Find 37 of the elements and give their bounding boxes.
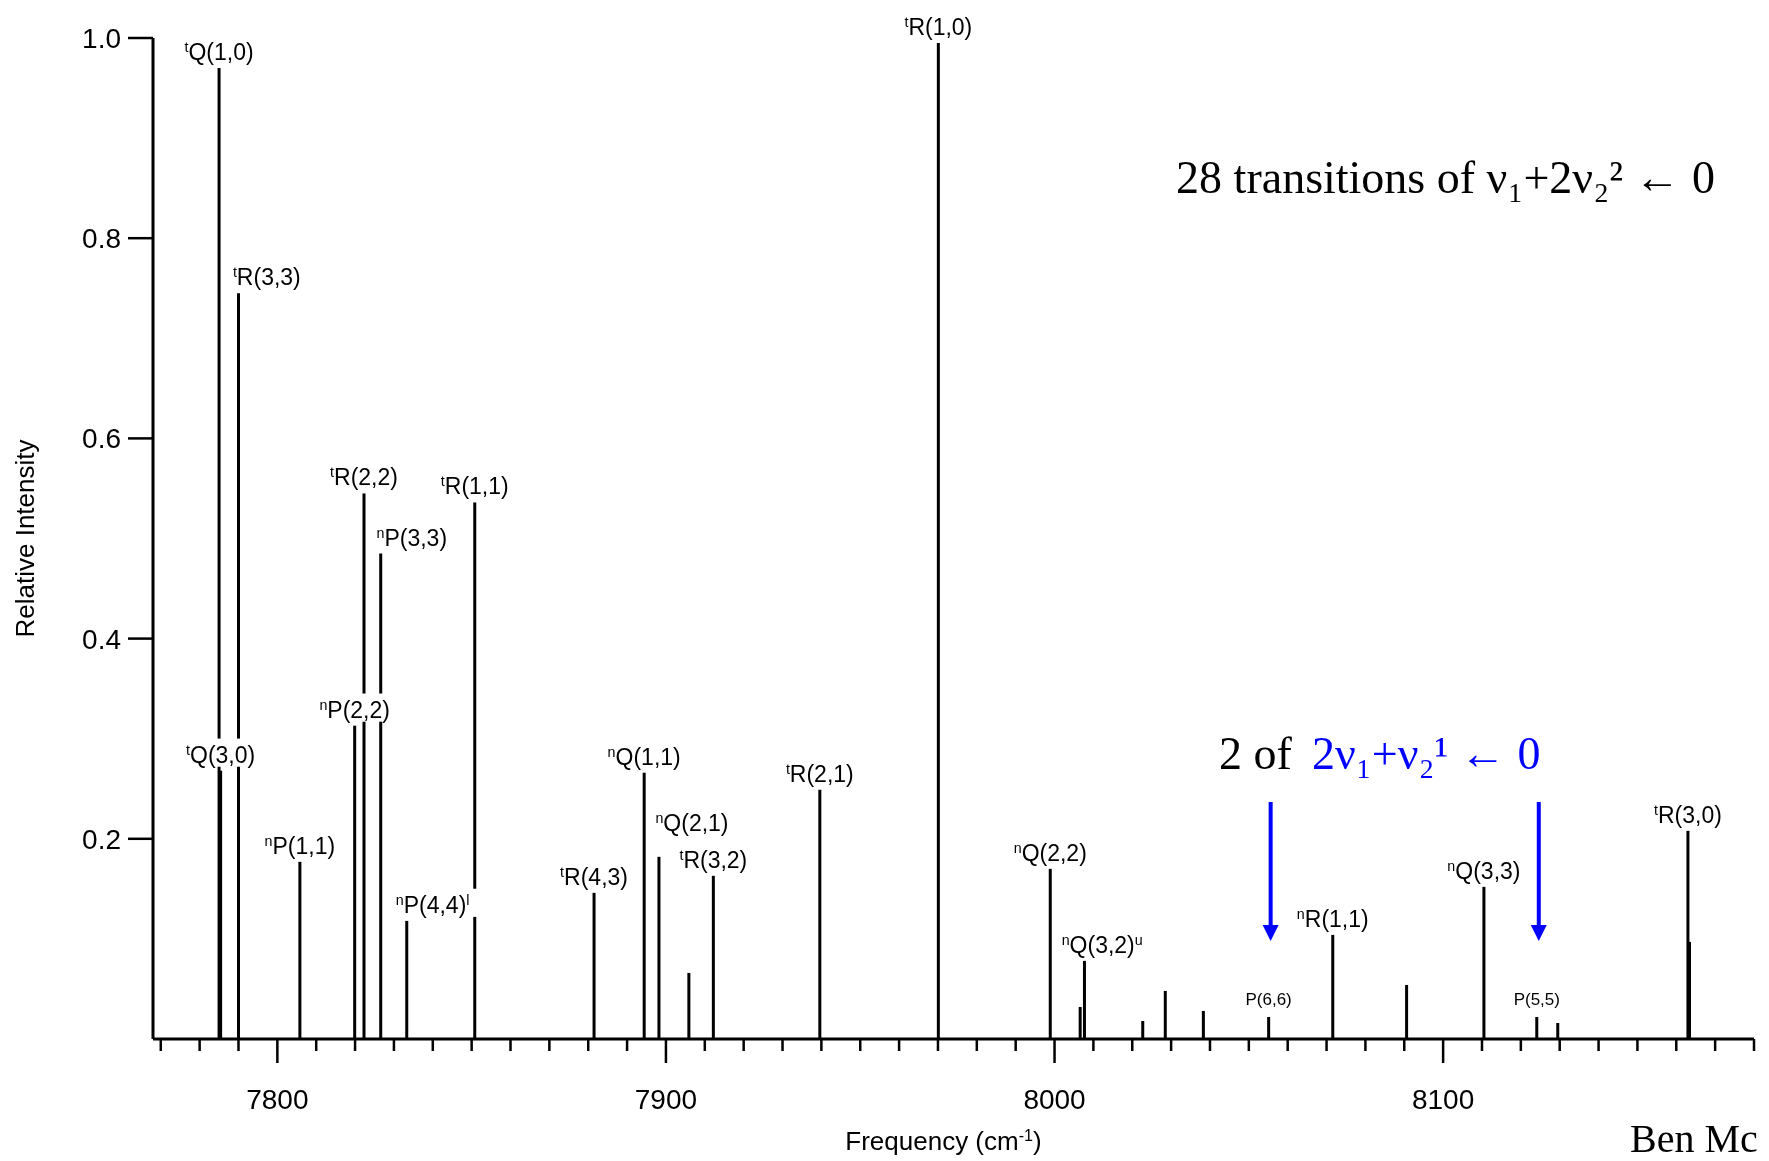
- annotation: $^{t}$Q(1,0): [184, 39, 254, 66]
- annotation: P(5,5): [1513, 989, 1560, 1009]
- annotation: $^{t}$R(3,0): [1654, 801, 1722, 828]
- annotation: $^{t}$R(3,3): [232, 264, 301, 291]
- y-tick-label: 0.4: [82, 623, 121, 655]
- annotation: $^{n}$Q(3,3): [1447, 857, 1521, 884]
- annotation: 2ν₁+ν₂¹ ← 0: [1312, 728, 1541, 779]
- x-tick-label: 7800: [246, 1084, 309, 1115]
- annotation: $^{n}$P(1,1): [264, 832, 336, 859]
- annotation: $^{n}$Q(2,1): [655, 809, 729, 836]
- annotation: $^{t}$R(2,2): [330, 464, 398, 491]
- annotation: 2 of: [1219, 728, 1293, 779]
- annotation: P(6,6): [1245, 989, 1292, 1009]
- annotation: $^{n}$P(2,2): [319, 696, 390, 723]
- annotation: $^{t}$R(1,1): [440, 473, 509, 500]
- annotation: $^{t}$R(3,2): [679, 846, 748, 873]
- annotation: $^{t}$Q(3,0): [186, 741, 256, 768]
- annotation: $^{t}$R(4,3): [560, 863, 628, 890]
- annotation: $^{n}$Q(2,2): [1013, 839, 1087, 866]
- annotation: 28 transitions of ν₁+2ν₂² ← 0: [1176, 152, 1715, 203]
- annotation: $^{n}$Q(3,2)$^{u}$: [1061, 931, 1143, 958]
- text: Ben Mc: [1630, 1116, 1758, 1161]
- annotation: $^{n}$Q(1,1): [607, 743, 681, 770]
- y-tick-label: 0.6: [82, 423, 121, 455]
- x-tick-label: 7900: [634, 1084, 698, 1115]
- x-tick-label: 8000: [1023, 1084, 1086, 1115]
- annotation: $^{t}$R(2,1): [785, 760, 854, 787]
- x-tick-label: 8100: [1411, 1084, 1475, 1115]
- y-tick-label: 0.2: [82, 823, 121, 855]
- annotation: $^{n}$P(3,3): [376, 524, 448, 551]
- annotation: $^{n}$R(1,1): [1296, 905, 1369, 932]
- annotation: $^{n}$P(4,4)$^{l}$: [395, 891, 470, 918]
- y-tick-label: 0.8: [82, 223, 121, 255]
- y-axis-title: Relative Intensity: [10, 439, 40, 638]
- annotation: $^{t}$R(1,0): [904, 14, 973, 41]
- x-axis-title: Frequency (cm$^{-1}$): [845, 1126, 1042, 1156]
- y-tick-label: 1.0: [82, 23, 121, 54]
